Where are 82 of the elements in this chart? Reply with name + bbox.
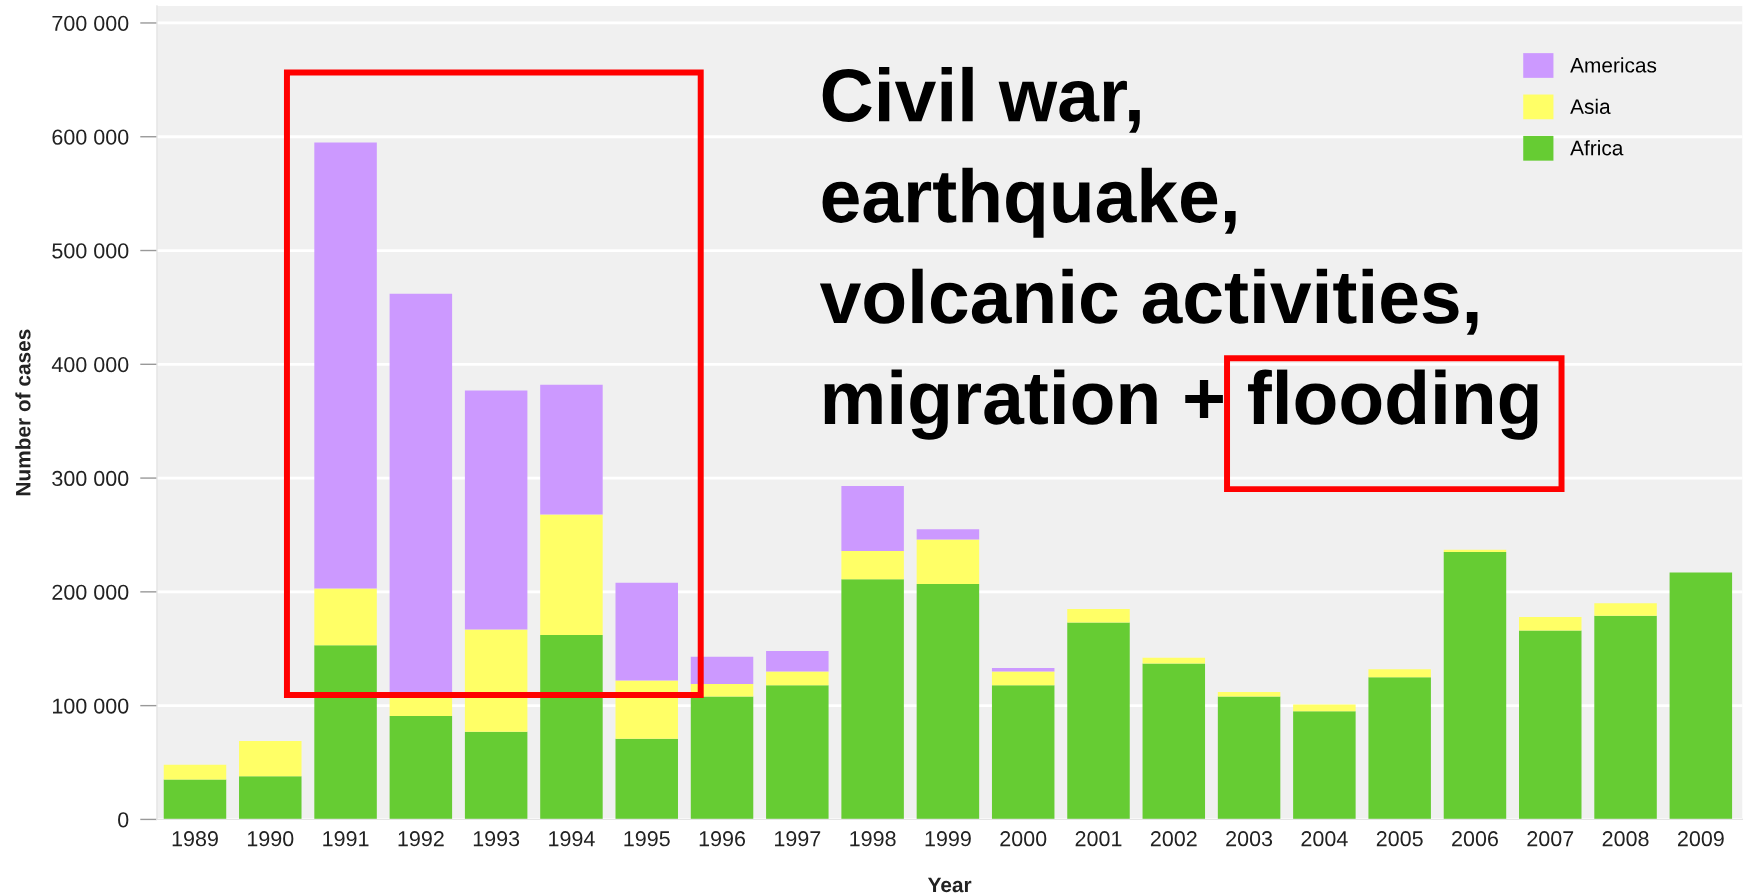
x-tick-label: 2006 (1452, 831, 1498, 847)
bar (389, 697, 453, 716)
x-tick-label: 1999 (925, 831, 971, 847)
bar (916, 539, 980, 584)
bar (1142, 663, 1206, 820)
legend-label: Africa (1570, 140, 1624, 156)
y-tick-label: 100 000 (53, 698, 129, 714)
bar (1519, 630, 1582, 820)
bar (916, 529, 980, 540)
bar (841, 486, 904, 551)
bar (766, 671, 829, 686)
x-tick-label: 2004 (1301, 831, 1348, 847)
bar (163, 779, 227, 820)
bar (239, 776, 302, 820)
bar (1669, 572, 1733, 820)
bar (766, 651, 829, 672)
y-tick-label: 500 000 (52, 243, 129, 259)
x-tick-label: 1995 (624, 831, 670, 847)
legend-label: Asia (1570, 98, 1611, 114)
legend-label: Americas (1570, 57, 1657, 73)
x-tick-label: 2007 (1527, 831, 1574, 847)
annotation: Civil war, earthquake, volcanic activities, migration + flooding (819, 66, 1538, 440)
y-tick-label: 400 000 (51, 357, 129, 373)
x-tick-label: 2005 (1376, 831, 1423, 847)
bar (1368, 669, 1431, 678)
x-tick-label: 1996 (699, 831, 746, 847)
bar (615, 582, 678, 681)
bar (1594, 603, 1657, 616)
bar (991, 685, 1055, 820)
bar (540, 635, 603, 820)
x-tick-label: 1993 (473, 831, 520, 847)
x-tick-label: 1992 (398, 831, 444, 847)
bar (389, 715, 453, 820)
bar (1443, 552, 1507, 820)
x-tick-label: 1989 (172, 831, 218, 847)
bar (991, 668, 1055, 672)
bar (841, 579, 904, 820)
bar (464, 629, 528, 732)
bar (766, 685, 829, 820)
bar (540, 384, 603, 515)
x-tick-label: 2002 (1150, 831, 1197, 847)
bar (1067, 608, 1130, 623)
bar (615, 738, 678, 820)
bar (314, 142, 377, 589)
bar (1293, 704, 1356, 712)
bar (1519, 616, 1582, 631)
x-tick-label: 1998 (850, 831, 896, 847)
bar (540, 514, 603, 636)
bar (1594, 615, 1657, 820)
bar (690, 696, 754, 820)
bar (1293, 711, 1356, 820)
bar (615, 680, 678, 739)
y-tick-label: 600 000 (52, 129, 129, 145)
bar (991, 671, 1055, 686)
bar (239, 740, 302, 777)
bar (841, 550, 904, 580)
bar (916, 583, 980, 820)
y-tick-label: 700 000 (52, 15, 129, 31)
bar (464, 390, 528, 630)
x-tick-label: 1991 (323, 831, 369, 847)
bar (314, 588, 377, 646)
x-axis-title: Year (927, 877, 972, 893)
x-tick-label: 1994 (549, 831, 595, 847)
x-tick-label: 1997 (775, 831, 821, 847)
bar (1067, 622, 1130, 820)
bar (314, 645, 377, 820)
bar (464, 731, 528, 820)
y-axis-title: Number of cases (15, 329, 31, 496)
y-tick-label: 300 000 (52, 470, 129, 487)
x-tick-label: 2003 (1226, 831, 1273, 847)
bar (1217, 691, 1281, 697)
x-tick-label: 1990 (247, 831, 294, 847)
x-tick-label: 2008 (1602, 831, 1649, 847)
bar (163, 764, 227, 780)
x-tick-label: 2009 (1677, 831, 1724, 847)
x-tick-label: 2001 (1075, 831, 1122, 847)
bar (1217, 696, 1281, 820)
bar (1368, 677, 1431, 820)
y-tick-label: 0 (118, 812, 129, 828)
y-tick-label: 200 000 (52, 584, 129, 600)
x-tick-label: 2000 (1000, 831, 1047, 847)
bar (1142, 657, 1206, 664)
